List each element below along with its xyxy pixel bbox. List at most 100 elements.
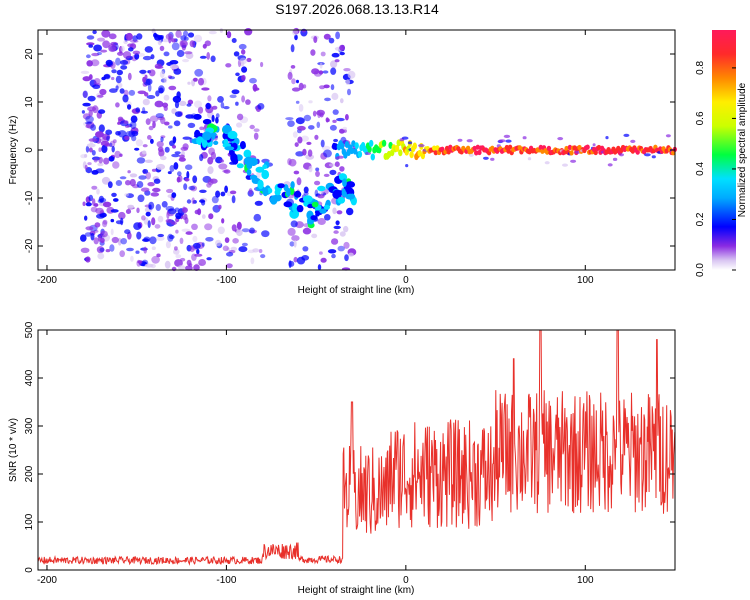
heatmap-noise-blob [323, 33, 331, 40]
heatmap-noise-blob [222, 245, 229, 252]
heatmap-noise-blob [169, 165, 175, 172]
heatmap-noise-blob [91, 185, 98, 190]
heatmap-noise-blob [295, 100, 300, 104]
heatmap-signal-mark [381, 139, 387, 147]
heatmap-noise-blob [342, 126, 347, 131]
heatmap-noise-blob [297, 136, 303, 144]
heatmap-noise-blob [97, 37, 105, 42]
heatmap-signal-halo [490, 157, 495, 161]
heatmap-noise-blob [82, 90, 88, 98]
colorbar-tick-label: 0.2 [695, 212, 706, 226]
heatmap-noise-blob [131, 130, 139, 137]
heatmap-noise-blob [220, 191, 226, 197]
heatmap-branch-blob [257, 179, 264, 190]
heatmap-noise-blob [99, 88, 107, 96]
heatmap-noise-blob [98, 147, 102, 152]
heatmap-noise-blob [291, 235, 300, 242]
heatmap-noise-blob [151, 168, 157, 172]
heatmap-noise-blob [98, 109, 106, 114]
snr-xtick-label: 0 [403, 575, 409, 586]
heatmap-noise-blob [179, 237, 184, 244]
heatmap-noise-blob [136, 33, 143, 40]
heatmap-noise-blob [293, 256, 298, 263]
heatmap-noise-blob [177, 171, 182, 177]
heatmap-noise-blob [241, 74, 246, 81]
heatmap-noise-blob [327, 249, 337, 254]
heatmap-noise-blob [174, 151, 181, 155]
heatmap-noise-blob [127, 43, 134, 48]
heatmap-noise-blob [88, 44, 93, 48]
heatmap-branch-blob [341, 188, 346, 197]
heatmap-noise-blob [112, 139, 117, 144]
heatmap-noise-blob [194, 68, 204, 77]
heatmap-noise-blob [151, 255, 160, 264]
heatmap-noise-blob [127, 104, 132, 110]
heatmap-noise-blob [80, 70, 90, 74]
heatmap-noise-blob [290, 220, 298, 228]
heatmap-noise-blob [142, 98, 150, 106]
heatmap-signal-mark [593, 149, 598, 156]
heatmap-noise-blob [333, 225, 341, 230]
heatmap-noise-blob [142, 55, 152, 61]
heatmap-signal-halo [405, 164, 409, 168]
heatmap-noise-blob [130, 39, 139, 43]
heatmap-signal-mark [367, 145, 372, 153]
heatmap-noise-blob [249, 77, 257, 84]
heatmap-signal-halo [623, 133, 630, 137]
heatmap-noise-blob [249, 227, 255, 234]
heatmap-noise-blob [198, 259, 207, 266]
heatmap-noise-blob [147, 182, 155, 187]
heatmap-signal-mark [446, 149, 451, 155]
heatmap-noise-blob [173, 248, 180, 255]
heatmap-noise-blob [185, 231, 193, 235]
heatmap-xtick-label: -200 [37, 275, 57, 286]
heatmap-noise-blob [152, 121, 156, 129]
heatmap-noise-blob [172, 95, 182, 103]
heatmap-noise-blob [93, 237, 99, 245]
heatmap-noise-blob [93, 203, 99, 207]
heatmap-noise-blob [175, 212, 182, 220]
heatmap-noise-blob [84, 215, 88, 221]
heatmap-noise-blob [102, 219, 108, 225]
heatmap-noise-blob [241, 228, 250, 233]
heatmap-noise-blob [130, 121, 137, 129]
heatmap-noise-blob [131, 135, 137, 142]
heatmap-noise-blob [218, 204, 222, 210]
heatmap-noise-blob [130, 255, 134, 262]
heatmap-branch-blob [302, 195, 313, 203]
heatmap-noise-blob [123, 40, 128, 45]
heatmap-noise-blob [339, 166, 345, 172]
heatmap-noise-blob [151, 246, 156, 250]
heatmap-noise-blob [96, 188, 100, 195]
heatmap-noise-blob [155, 204, 161, 211]
heatmap-branch-blob [202, 131, 212, 141]
heatmap-branch-blob [277, 183, 285, 189]
heatmap-signal-mark [635, 149, 640, 155]
heatmap-noise-blob [232, 238, 239, 244]
heatmap-signal-mark [546, 145, 552, 151]
heatmap-signal-mark [369, 139, 374, 147]
heatmap-noise-blob [261, 230, 270, 238]
colorbar-label: Normalized spectral amplitude [737, 82, 748, 217]
heatmap-noise-blob [150, 192, 160, 197]
heatmap-signal-halo [468, 153, 474, 157]
heatmap-noise-blob [136, 259, 141, 267]
heatmap-branch-blob [311, 201, 319, 208]
heatmap-noise-blob [343, 241, 350, 249]
heatmap-branch-blob [227, 130, 238, 140]
heatmap-branch-blob [262, 187, 269, 197]
heatmap-branch-blob [286, 187, 291, 197]
heatmap-noise-blob [91, 52, 100, 57]
heatmap-noise-blob [303, 114, 312, 122]
heatmap-noise-blob [120, 45, 125, 52]
heatmap-noise-blob [92, 30, 97, 35]
heatmap-noise-blob [348, 252, 354, 257]
heatmap-noise-blob [128, 89, 136, 96]
heatmap-noise-blob [158, 85, 165, 94]
heatmap-noise-blob [179, 154, 185, 159]
heatmap-noise-blob [165, 218, 173, 223]
heatmap-noise-blob [183, 36, 189, 41]
heatmap-noise-blob [323, 149, 332, 158]
heatmap-noise-blob [145, 211, 151, 217]
